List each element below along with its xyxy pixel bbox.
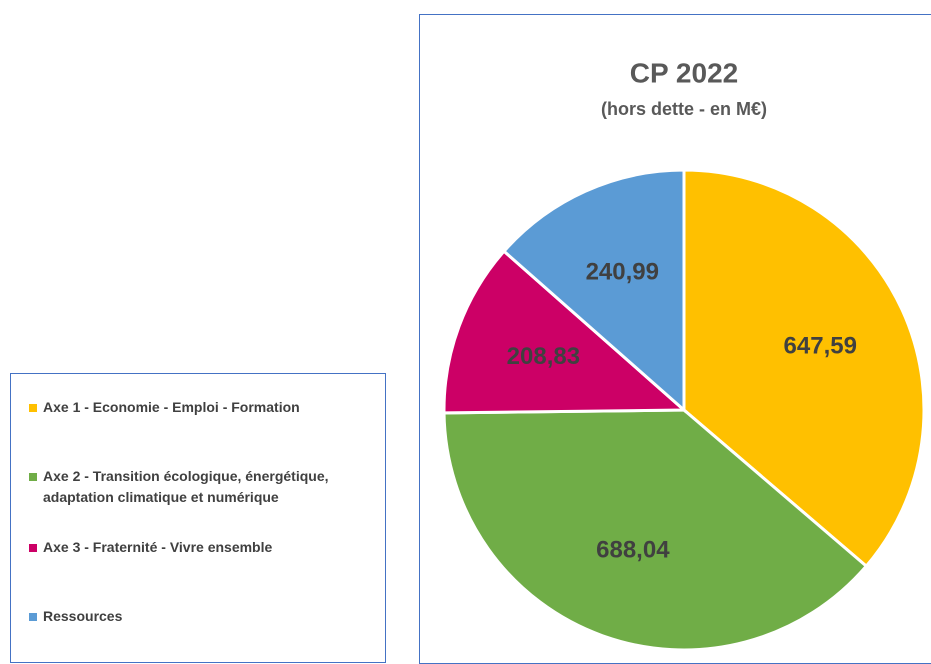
data-label: 647,59: [784, 333, 857, 360]
legend-label: Axe 1 - Economie - Emploi - Formation: [43, 399, 300, 415]
data-label: 208,83: [507, 343, 580, 370]
legend-swatch: [29, 404, 37, 412]
pie-slice: [442, 408, 869, 649]
legend-item: Axe 2 - Transition écologique, énergétiq…: [29, 466, 379, 508]
legend-label: Ressources: [43, 608, 123, 624]
legend-swatch: [29, 613, 37, 621]
legend-label: Axe 2 - Transition écologique, énergétiq…: [43, 468, 329, 505]
legend-item: Axe 3 - Fraternité - Vivre ensemble: [29, 537, 379, 558]
legend-item: Axe 1 - Economie - Emploi - Formation: [29, 397, 379, 418]
chart-title: CP 2022: [630, 57, 738, 88]
data-label: 240,99: [586, 259, 659, 286]
legend-swatch: [29, 473, 37, 481]
legend-swatch: [29, 544, 37, 552]
legend-label: Axe 3 - Fraternité - Vivre ensemble: [43, 539, 273, 555]
data-label: 688,04: [596, 536, 670, 563]
pie-slice: [442, 249, 688, 415]
pie-slice: [682, 168, 926, 569]
legend: Axe 1 - Economie - Emploi - Formation Axe…: [10, 373, 386, 663]
pie-slice: [501, 168, 686, 414]
chart: CP 2022 (hors dette - en M€) 647,59 688,0…: [442, 57, 926, 649]
page: Axe 1 - Economie - Emploi - Formation Axe…: [10, 14, 931, 664]
chart-subtitle: (hors dette - en M€): [601, 99, 767, 119]
legend-item: Ressources: [29, 606, 379, 627]
